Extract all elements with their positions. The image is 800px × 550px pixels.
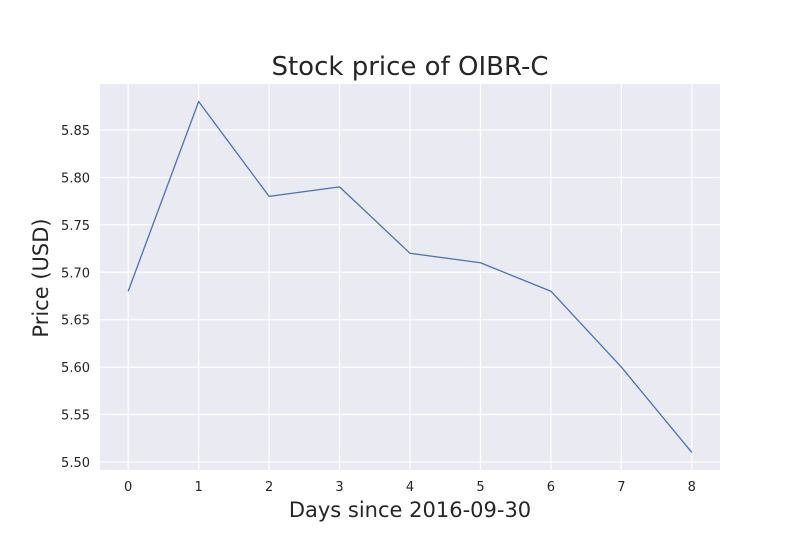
x-tick-label: 2: [265, 480, 273, 495]
data-point: [690, 451, 693, 454]
y-tick-label: 5.80: [61, 171, 90, 186]
y-tick-label: 5.70: [61, 266, 90, 281]
data-point: [620, 366, 623, 369]
tick-labels: 0 1 2 3 4 5 6 7 8 5.50 5.55 5.60 5.65 5.70 5.75 5.80 5.8…: [61, 124, 696, 495]
series-line: [127, 100, 693, 453]
data-point: [479, 261, 482, 264]
data-point: [127, 290, 130, 293]
data-point: [549, 290, 552, 293]
y-tick-label: 5.65: [61, 314, 90, 329]
y-tick-label: 5.55: [61, 409, 90, 424]
grid-lines: [100, 84, 720, 470]
x-tick-label: 4: [406, 480, 414, 495]
y-tick-label: 5.75: [61, 219, 90, 234]
x-axis-label: Days since 2016-09-30: [289, 498, 531, 522]
x-tick-label: 8: [688, 480, 696, 495]
data-point: [338, 185, 341, 188]
x-tick-label: 7: [617, 480, 625, 495]
x-tick-label: 1: [194, 480, 202, 495]
x-tick-label: 3: [335, 480, 343, 495]
data-point: [409, 252, 412, 255]
series-layer: [127, 100, 693, 454]
x-tick-label: 6: [547, 480, 555, 495]
y-tick-label: 5.50: [61, 456, 90, 471]
data-point: [197, 100, 200, 103]
y-axis-label: Price (USD): [29, 218, 53, 337]
x-tick-label: 0: [124, 480, 132, 495]
data-point: [268, 195, 271, 198]
chart-title: Stock price of OIBR-C: [271, 52, 548, 82]
y-tick-label: 5.85: [61, 124, 90, 139]
y-tick-label: 5.60: [61, 361, 90, 376]
x-tick-label: 5: [476, 480, 484, 495]
